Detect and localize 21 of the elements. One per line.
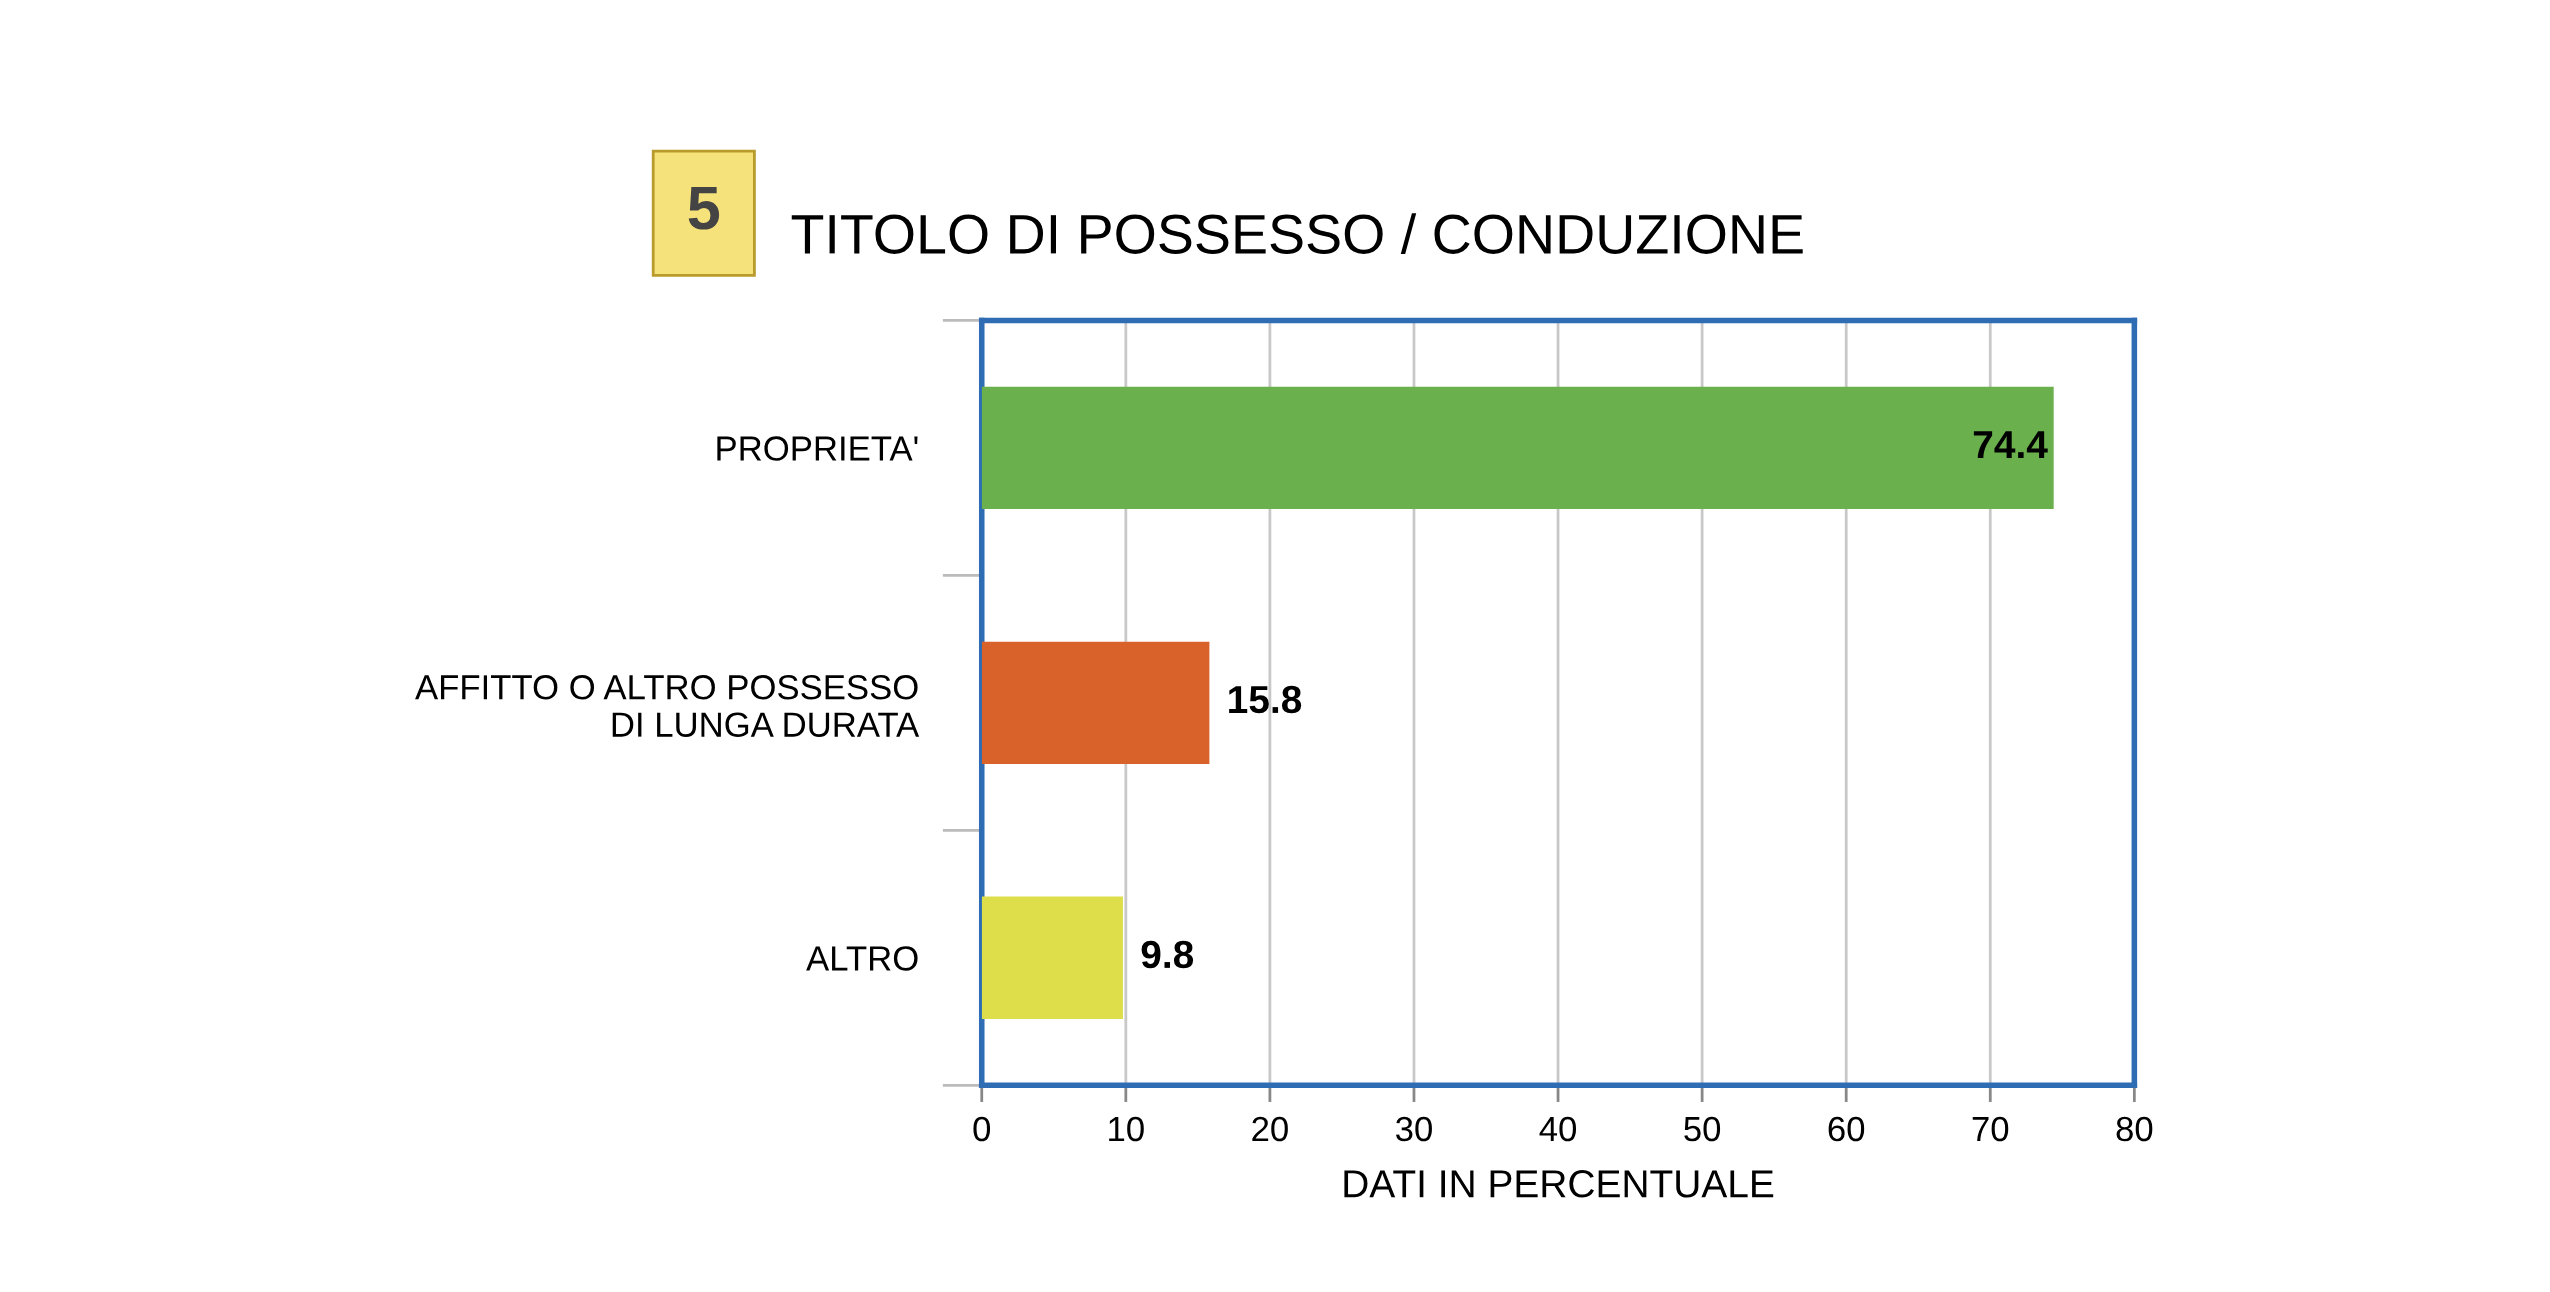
x-tick-label: 30 bbox=[1395, 1116, 1432, 1142]
x-tick-label: 50 bbox=[1684, 1116, 1721, 1142]
y-tick-label: PROPRIETA' bbox=[717, 436, 918, 461]
x-tick-label: 70 bbox=[1972, 1116, 2009, 1142]
data-label: 15.8 bbox=[1229, 685, 1302, 714]
data-label: 74.4 bbox=[1973, 431, 2048, 458]
bar bbox=[981, 386, 2054, 510]
y-tick-label: AFFITTO O ALTRO POSSESSO DI LUNGA DURATA bbox=[415, 675, 920, 737]
text: 5 bbox=[688, 186, 720, 230]
y-tick-label: ALTRO bbox=[806, 946, 918, 971]
x-tick-label: 80 bbox=[2116, 1116, 2153, 1142]
x-tick-label: 20 bbox=[1252, 1116, 1288, 1142]
bar bbox=[981, 641, 1210, 765]
x-tick-label: 60 bbox=[1828, 1116, 1865, 1142]
data-label: 9.8 bbox=[1141, 940, 1194, 969]
x-axis-title: DATI IN PERCENTUALE bbox=[1344, 1170, 1774, 1198]
bar bbox=[981, 896, 1123, 1019]
x-tick-label: 0 bbox=[973, 1116, 991, 1142]
chart-title: TITOLO DI POSSESSO / CONDUZIONE bbox=[791, 213, 1803, 254]
x-tick-label: 40 bbox=[1539, 1116, 1576, 1142]
x-tick-label: 10 bbox=[1109, 1116, 1144, 1142]
